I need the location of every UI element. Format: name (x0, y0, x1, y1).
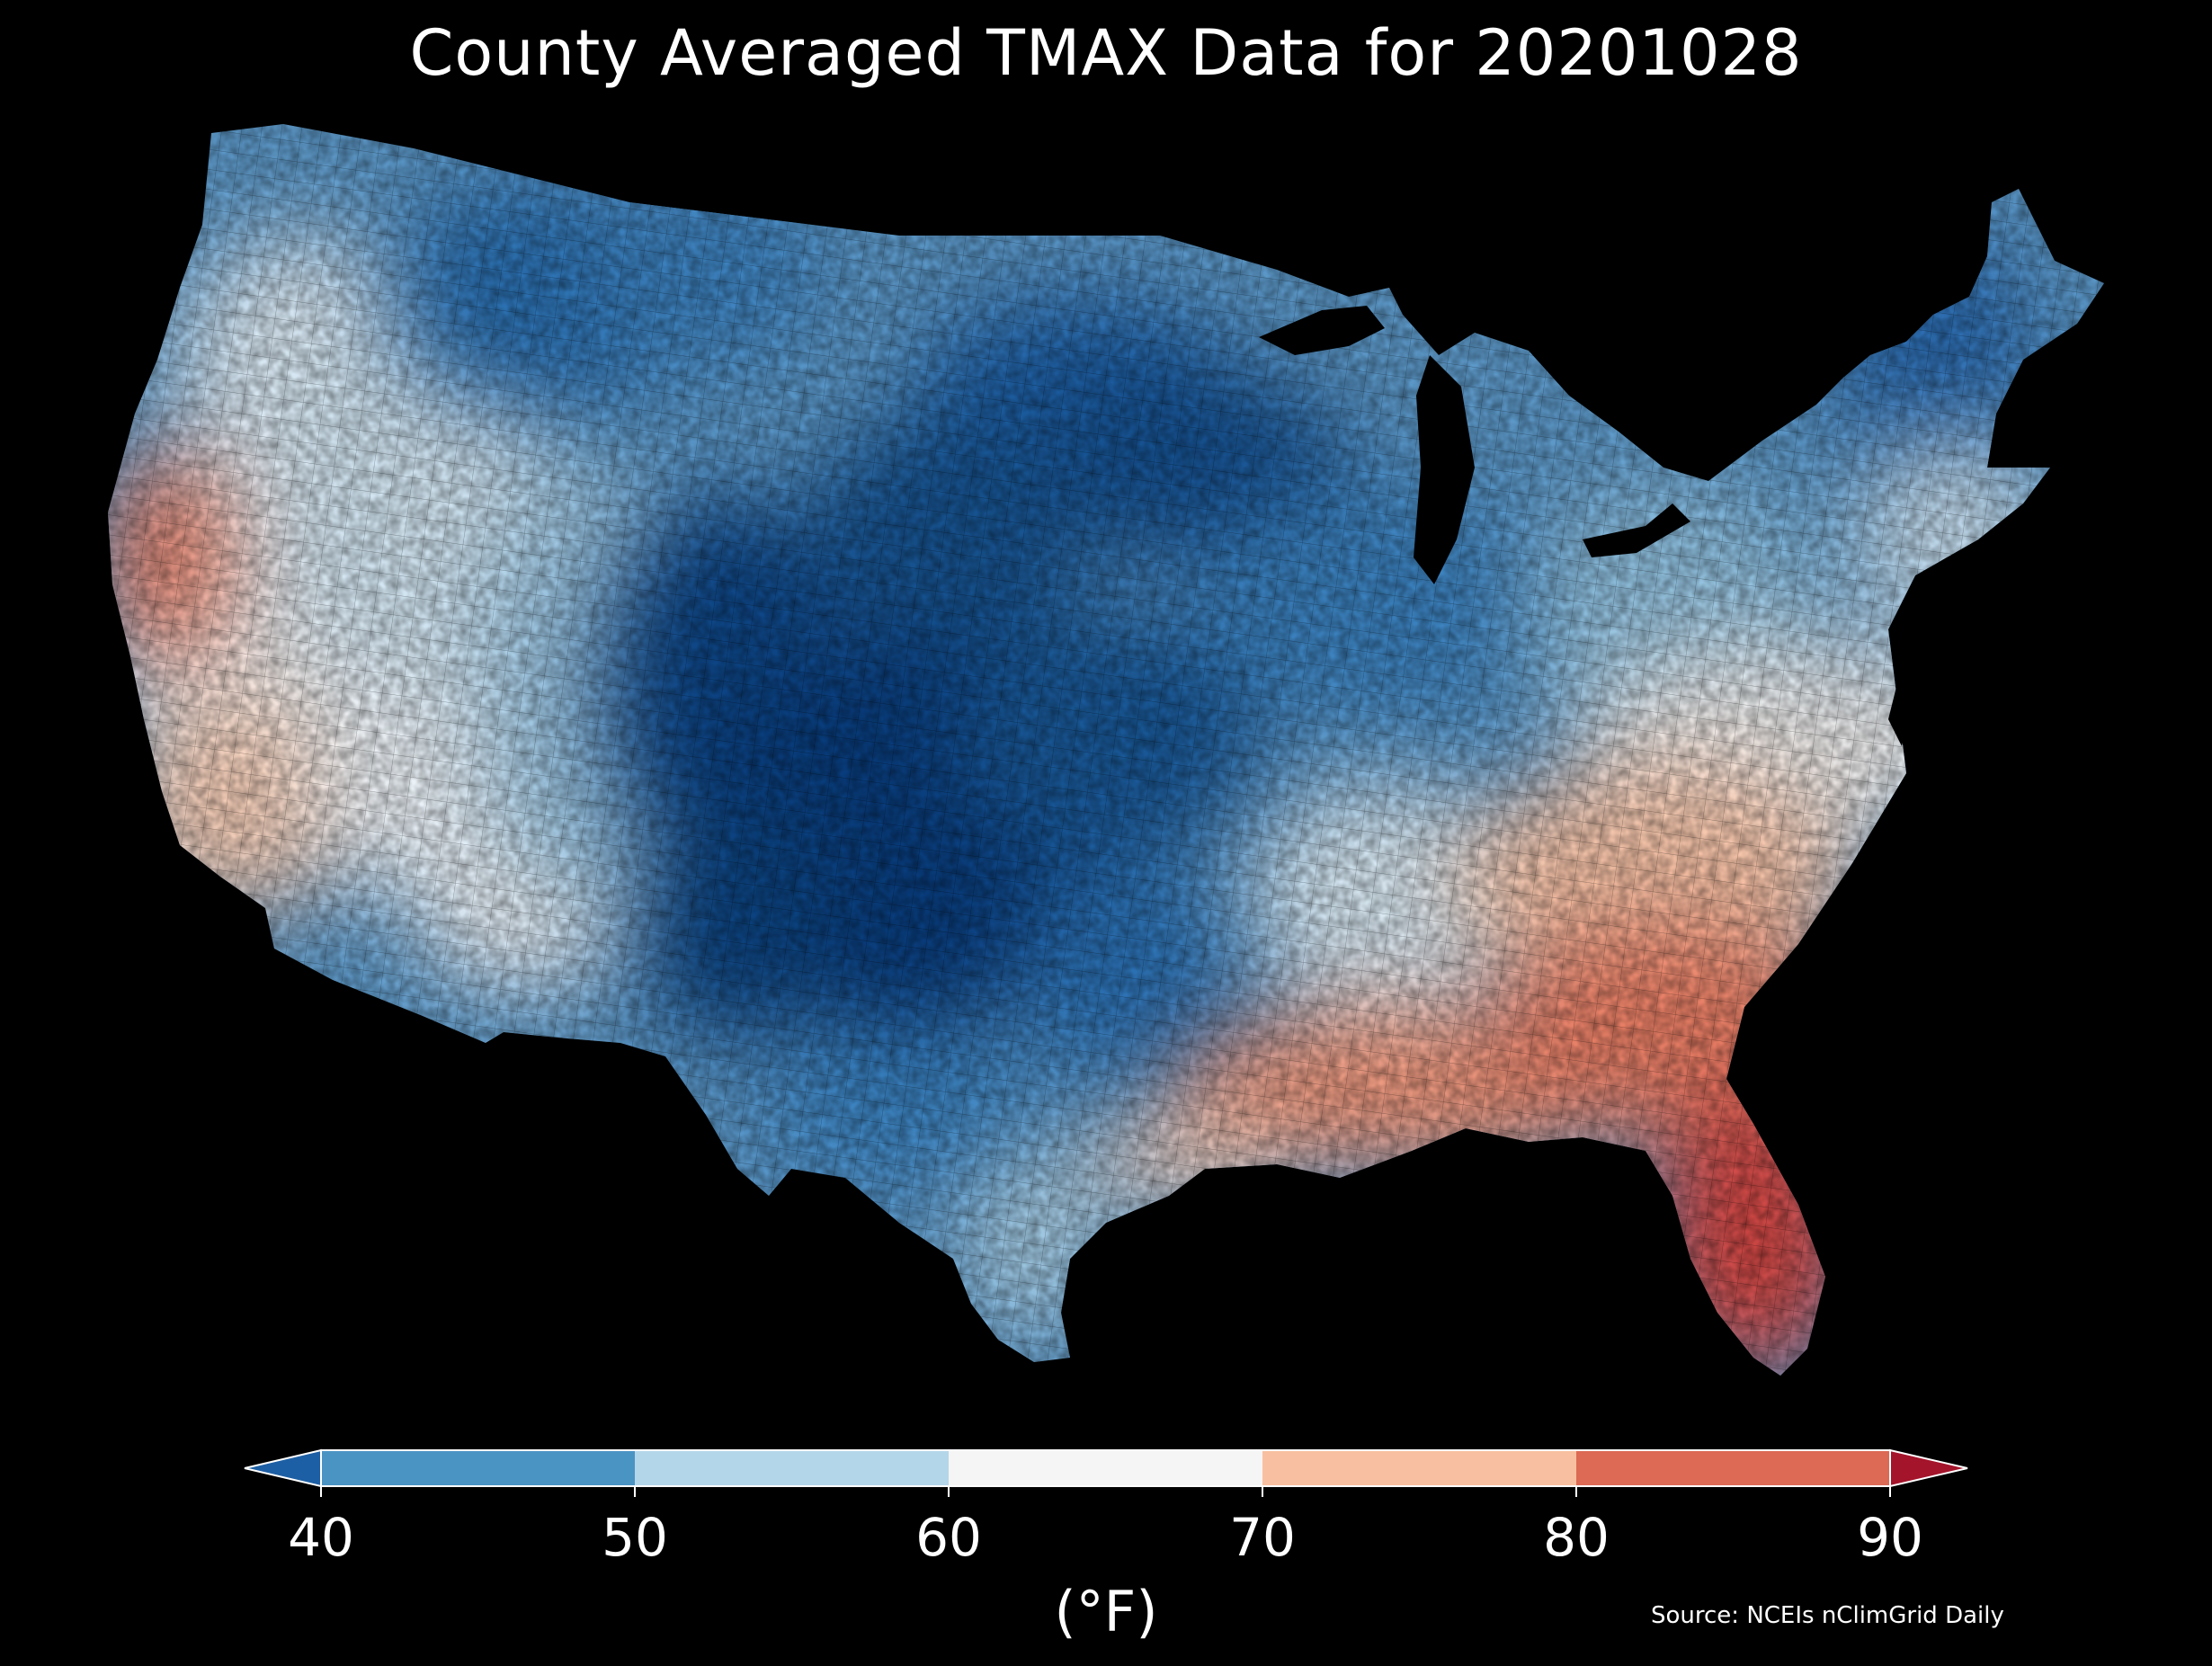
chart-title: County Averaged TMAX Data for 20201028 (409, 16, 1803, 90)
colorbar-over-arrow (1889, 1448, 1968, 1488)
colorbar-under-arrow (244, 1448, 322, 1488)
source-credit: Source: NCEIs nClimGrid Daily (1651, 1602, 2004, 1629)
colorbar-units-label: (°F) (1054, 1579, 1158, 1644)
colorbar-tick-label: 60 (915, 1507, 982, 1568)
colorbar-bin-80-90 (1576, 1450, 1890, 1486)
colorbar-bin-40-50 (321, 1450, 635, 1486)
colorbar-tick-label: 50 (602, 1507, 668, 1568)
colorbar-tick-label: 90 (1857, 1507, 1923, 1568)
colorbar-bin-70-80 (1262, 1450, 1576, 1486)
colorbar-bin-60-70 (949, 1450, 1262, 1486)
colorbar-bin-50-60 (635, 1450, 949, 1486)
colorbar-tick-label: 40 (288, 1507, 354, 1568)
colorbar-tick-label: 80 (1543, 1507, 1610, 1568)
colorbar-tick-label: 70 (1229, 1507, 1296, 1568)
